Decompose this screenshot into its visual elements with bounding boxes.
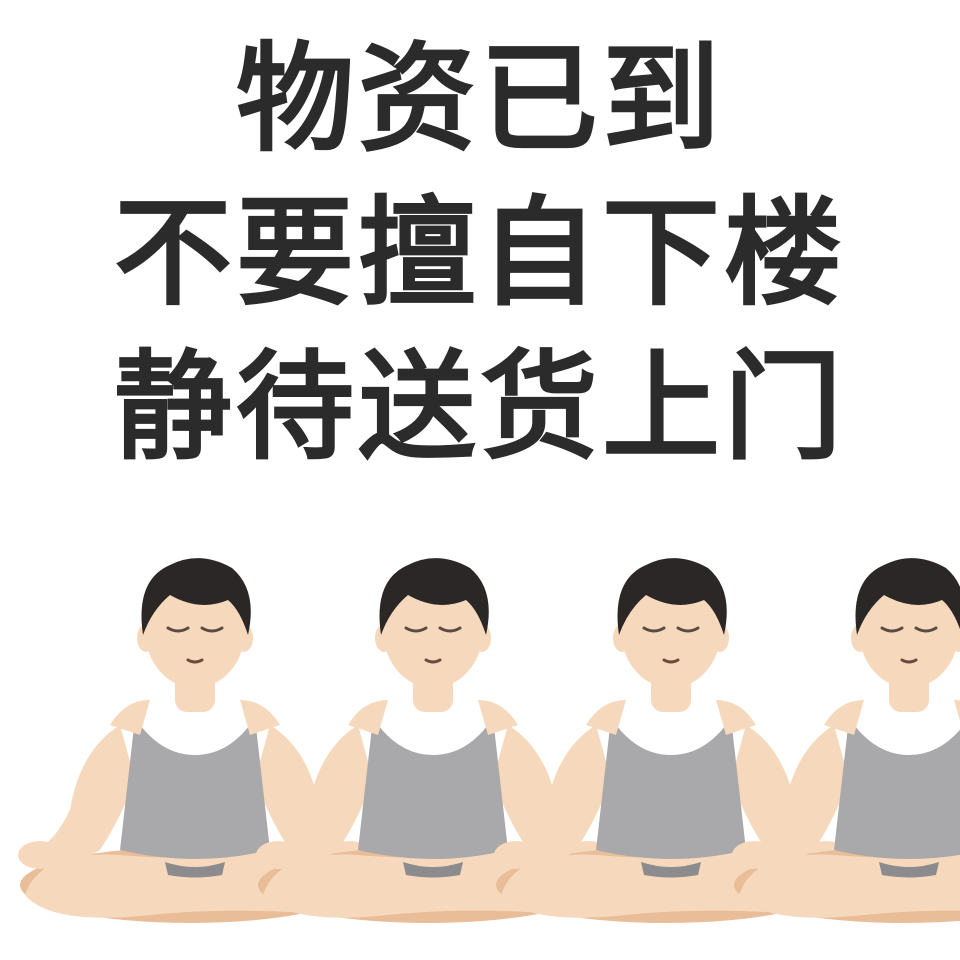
caption-line-1: 物资已到 [235,30,724,168]
caption-line-3: 静待送货上门 [113,338,846,476]
meme-caption: 物资已到 不要擅自下楼 静待送货上门 [0,22,960,484]
person-in-lotus-position-icon-4 [730,556,960,925]
caption-line-2: 不要擅自下楼 [113,184,846,322]
meditating-people-row [0,540,960,940]
meditating-people-svg [16,556,960,925]
